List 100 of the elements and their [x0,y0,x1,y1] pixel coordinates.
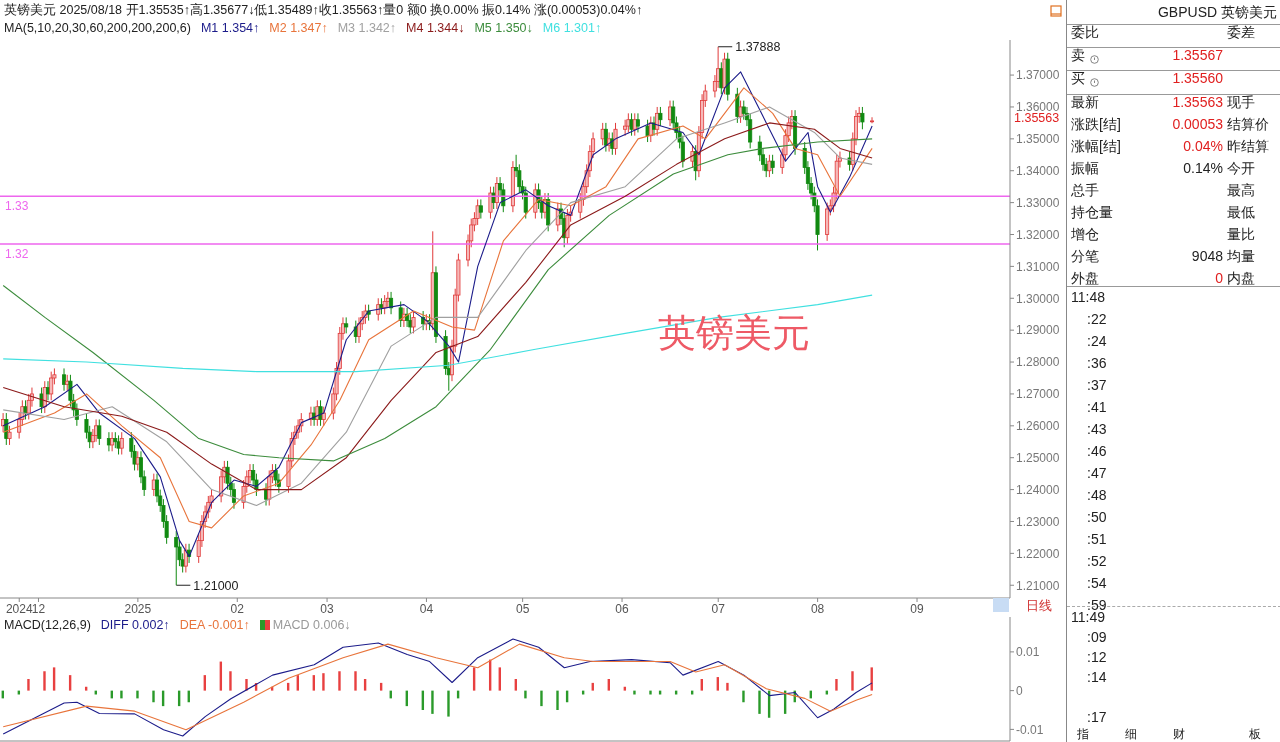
y-tick-label: 0.01 [1016,645,1040,660]
candlestick [600,122,605,146]
bar [354,671,357,691]
y-tick-label: 1.24000 [1016,482,1060,497]
text: 涨幅[结] [1071,138,1121,156]
candlestick [478,198,483,220]
text: 昨结算 [1227,138,1269,156]
text: 外盘 [1071,270,1099,288]
line-series [2,294,873,373]
text: 0.14% [1183,160,1223,176]
ref-line-label: 1.33 [5,198,29,213]
text: 1.35560 [1172,70,1223,86]
text: :36 [1087,355,1107,371]
text: 今开 [1227,160,1255,178]
text: :09 [1087,629,1107,645]
text: 买 [1071,70,1085,88]
text: 0.04% [1183,138,1223,154]
text: 分笔 [1071,248,1099,266]
text: :12 [1087,649,1107,665]
annotation: 英镑美元 [658,311,810,356]
bar [540,690,543,707]
text: :48 [1087,487,1107,503]
y-tick-label: 1.34000 [1016,163,1060,178]
text: 0.00053 [1172,116,1223,132]
candlestick [645,119,650,143]
candlestick [321,406,326,427]
y-tick-label: 0 [1016,683,1023,698]
text: :41 [1087,399,1107,415]
candlestick [565,208,570,245]
text: :47 [1087,465,1107,481]
text: 现手 [1227,94,1255,112]
legend-label: MACD 0.006↓ [271,618,351,632]
annotation: 1.21000 [193,578,239,593]
text: DEA -0.001↑ [179,618,250,632]
text: 指 [1077,726,1089,742]
x-tick-label: 2025 [124,601,152,616]
annotation: 1.37888 [735,40,781,55]
text: 委差 [1227,24,1255,42]
x-tick-label: 06 [615,601,630,616]
bar [43,671,46,691]
chart-title: 英镑美元 2025/08/18 开1.35535↑高1.35677↓低1.35489↑收1.35563↑量0 额0 换0.00% 振0.14% 涨(0.00053)0.04%↑ [4,2,643,19]
x-tick-label: 04 [419,601,434,616]
candlestick [7,425,12,446]
bar [649,690,652,695]
text: :37 [1087,377,1107,393]
bar [338,671,341,691]
x-tick-label: 03 [320,601,335,616]
y-tick-label: 1.37000 [1016,68,1060,83]
text: 总手 [1071,182,1099,200]
candlestick [635,112,640,133]
candlestick [23,399,28,420]
text: 委比 [1071,24,1099,42]
bar [742,690,745,703]
text: M4 1.344↓ [406,21,465,35]
text: 最高 [1227,182,1255,200]
y-tick-label: 1.21000 [1016,578,1060,593]
text: :14 [1087,669,1107,685]
candlestick [97,418,102,446]
x-tick-label: 05 [515,601,530,616]
y-tick-label: 1.35000 [1016,132,1060,147]
text: 卖 [1071,47,1085,65]
candlestick [398,300,403,328]
text: :50 [1087,509,1107,525]
y-tick-label: 1.28000 [1016,355,1060,370]
text: 0 [1215,270,1223,286]
y-tick-label: 1.33000 [1016,195,1060,210]
x-tick-label: 02 [230,601,245,616]
text: 细 [1125,726,1137,742]
bar [633,690,636,695]
candlestick [39,387,44,414]
x-tick-label: 08 [810,601,825,616]
text: :22 [1087,311,1107,327]
text: :51 [1087,531,1107,547]
text: 结算价 [1227,116,1269,134]
bar [431,690,434,714]
text: GBPUSD 英镑美元 [1157,4,1277,22]
x-tick-label: 12 [31,601,46,616]
text: 1.35567 [1172,47,1223,63]
bar [152,690,155,703]
text: M5 1.350↓ [474,21,533,35]
bar [136,690,139,699]
text: 1.35563 [1172,94,1223,110]
text: :52 [1087,553,1107,569]
candlestick [770,154,775,175]
bar [447,690,450,717]
text: M3 1.342↑ [337,21,397,35]
candlestick [629,112,634,137]
text: 量比 [1227,226,1255,244]
text: M6 1.301↑ [542,21,602,35]
text: 11:48 [1071,289,1105,305]
y-tick-label: 1.30000 [1016,291,1060,306]
candlestick [49,371,54,401]
text: :46 [1087,443,1107,459]
bar [120,690,123,699]
y-tick-label: 1.29000 [1016,323,1060,338]
text: 最新 [1071,94,1099,112]
text: 增仓 [1071,226,1099,244]
text: 日线 [1026,597,1052,615]
y-tick-label: 1.27000 [1016,387,1060,402]
text: 1.35563 [1014,111,1060,125]
